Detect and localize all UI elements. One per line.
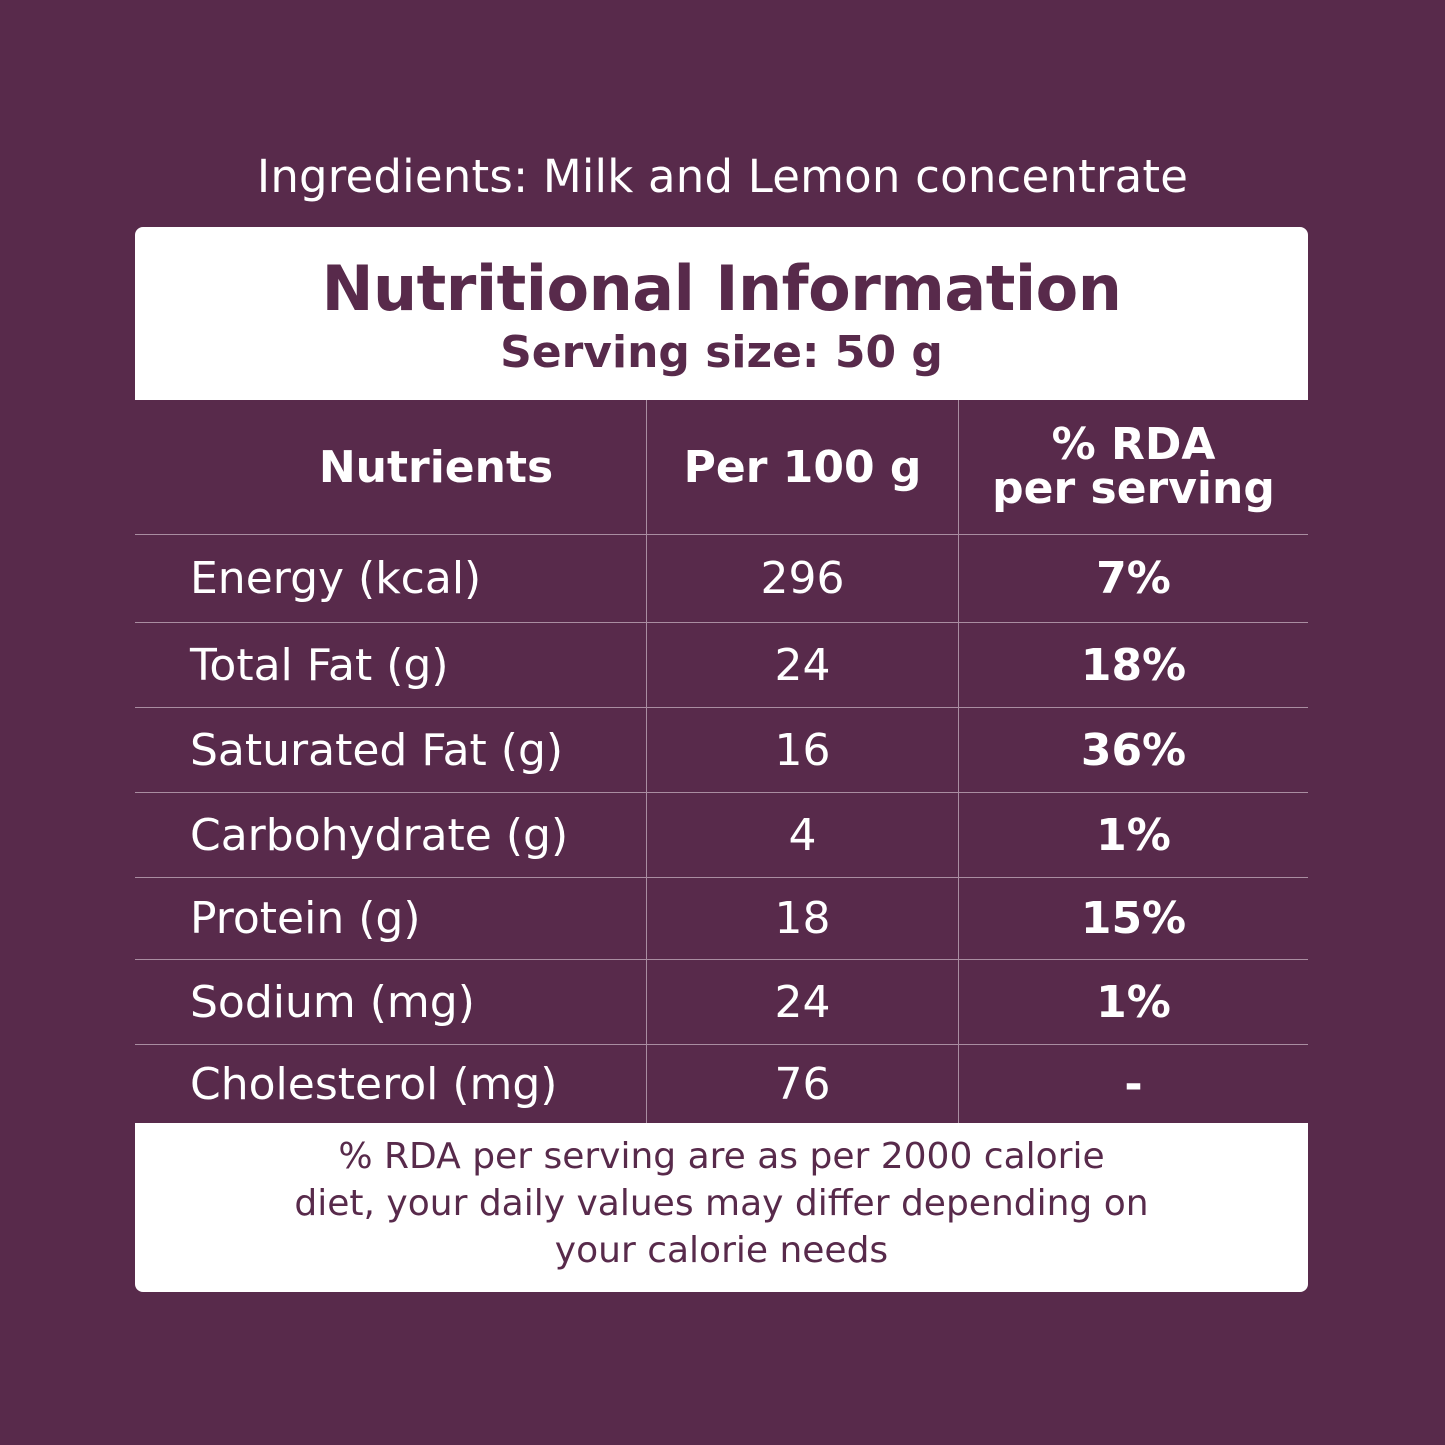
panel-title: Nutritional Information (321, 252, 1122, 325)
nutrient-name: Total Fat (g) (190, 639, 449, 691)
nutrient-name: Cholesterol (mg) (190, 1058, 558, 1110)
nutrition-table: Nutrients Per 100 g % RDA per serving En… (135, 400, 1308, 1123)
table-row: Protein (g) 18 15% (135, 878, 1308, 960)
rda-value: 1% (1096, 976, 1171, 1028)
nutrient-name: Protein (g) (190, 893, 421, 944)
per-100g-value: 24 (774, 639, 831, 691)
rda-value: - (1124, 1058, 1143, 1110)
table-header-row: Nutrients Per 100 g % RDA per serving (135, 400, 1308, 535)
nutrient-name: Sodium (mg) (190, 976, 475, 1028)
column-divider (646, 400, 647, 1123)
table-row: Carbohydrate (g) 4 1% (135, 793, 1308, 878)
nutrition-panel: Nutritional Information Serving size: 50… (135, 227, 1308, 1292)
rda-value: 1% (1096, 809, 1171, 861)
header-nutrients: Nutrients (318, 441, 554, 493)
table-row: Sodium (mg) 24 1% (135, 960, 1308, 1045)
header-per-100g: Per 100 g (683, 441, 922, 493)
per-100g-value: 296 (760, 553, 845, 604)
table-row: Cholesterol (mg) 76 - (135, 1045, 1308, 1123)
rda-value: 18% (1080, 639, 1187, 691)
ingredients-line: Ingredients: Milk and Lemon concentrate (256, 150, 1189, 203)
rda-footnote: % RDA per serving are as per 2000 calori… (135, 1123, 1308, 1292)
nutrient-name: Carbohydrate (g) (190, 809, 569, 861)
rda-value: 7% (1096, 553, 1171, 604)
panel-header: Nutritional Information Serving size: 50… (135, 227, 1308, 400)
rda-value: 15% (1080, 893, 1187, 944)
header-rda-line2: per serving (992, 463, 1275, 514)
per-100g-value: 18 (774, 893, 831, 944)
per-100g-value: 24 (774, 976, 831, 1028)
per-100g-value: 76 (774, 1058, 831, 1110)
footnote-line: your calorie needs (554, 1230, 889, 1271)
header-rda: % RDA per serving (959, 400, 1308, 534)
table-row: Energy (kcal) 296 7% (135, 535, 1308, 623)
header-rda-line1: % RDA (1051, 419, 1216, 470)
footnote-line: % RDA per serving are as per 2000 calori… (338, 1136, 1105, 1177)
nutrient-name: Saturated Fat (g) (190, 724, 564, 776)
table-row: Total Fat (g) 24 18% (135, 623, 1308, 708)
rda-value: 36% (1080, 724, 1187, 776)
table-row: Saturated Fat (g) 16 36% (135, 708, 1308, 793)
column-divider (958, 400, 959, 1123)
per-100g-value: 4 (788, 809, 817, 861)
serving-size: Serving size: 50 g (500, 327, 943, 378)
nutrient-name: Energy (kcal) (190, 553, 482, 604)
footnote-line: diet, your daily values may differ depen… (294, 1183, 1149, 1224)
per-100g-value: 16 (774, 724, 831, 776)
